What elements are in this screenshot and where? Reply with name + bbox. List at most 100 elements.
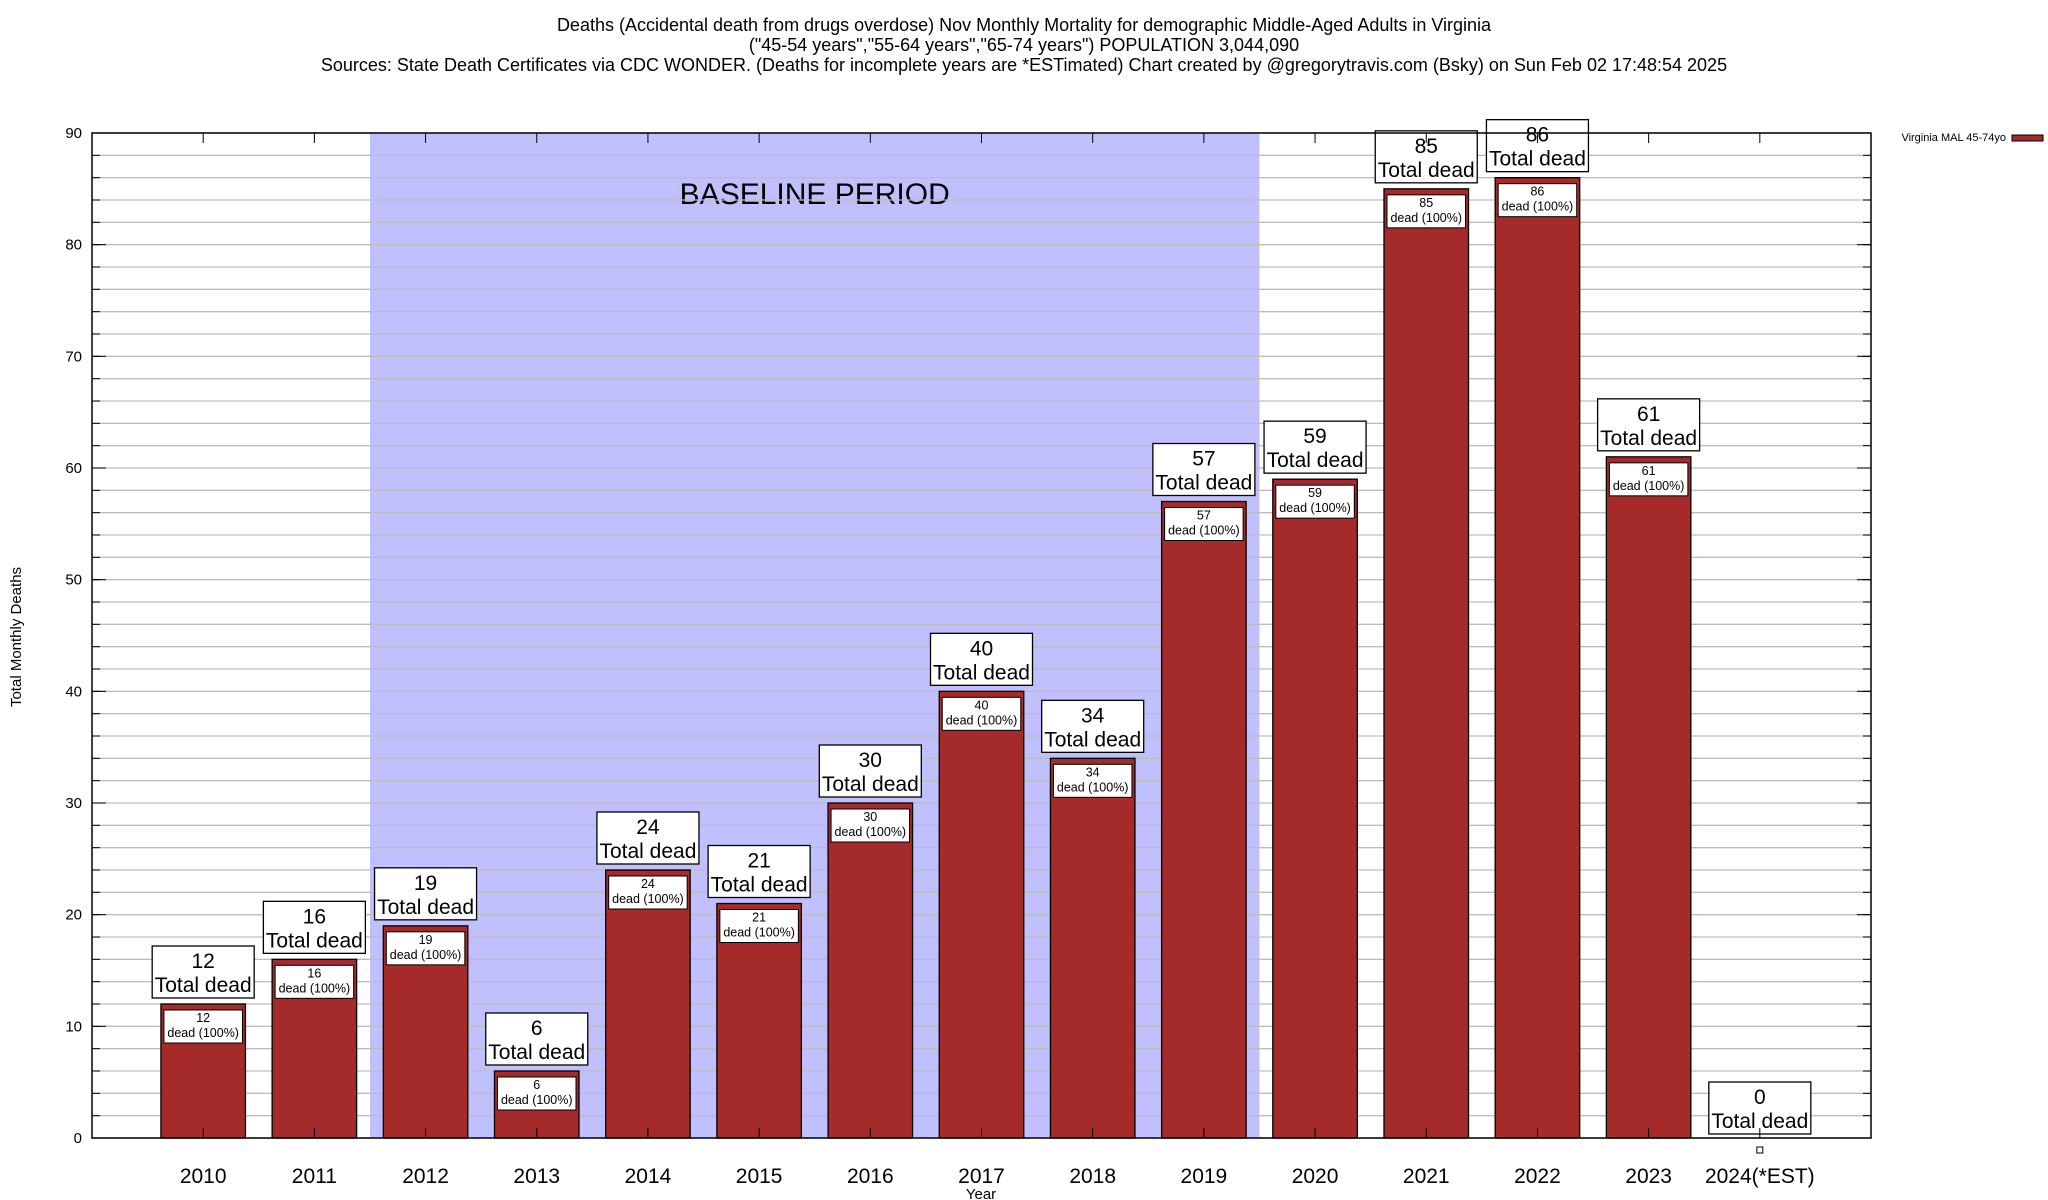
total-value: 59	[1303, 425, 1326, 448]
bar-inner-label-box	[1386, 194, 1467, 229]
total-value: 21	[747, 850, 770, 873]
y-tick-label: 70	[65, 348, 82, 365]
x-tick-label: 2019	[1181, 1165, 1228, 1188]
bar-inner-value: 61	[1642, 464, 1656, 478]
bar-inner-label: dead (100%)	[1168, 524, 1240, 538]
bar-inner-label: dead (100%)	[946, 713, 1018, 727]
total-value: 30	[859, 749, 882, 772]
bar-inner-label: dead (100%)	[167, 1026, 239, 1040]
bar	[938, 690, 1025, 1139]
bar	[1605, 456, 1692, 1139]
total-value: 6	[531, 1017, 543, 1040]
y-tick-label: 40	[65, 683, 82, 700]
bar-inner-value: 59	[1308, 486, 1322, 500]
baseline-period-label: BASELINE PERIOD	[680, 178, 950, 211]
title-line: Sources: State Death Certificates via CD…	[321, 55, 1727, 75]
total-label: Total dead	[1155, 472, 1252, 495]
x-tick-label: 2015	[736, 1165, 783, 1188]
x-tick-label: 2022	[1514, 1165, 1561, 1188]
bar-inner-value: 21	[752, 911, 766, 925]
bar-inner-label-box	[385, 931, 466, 966]
bar-inner-label-box	[496, 1076, 577, 1111]
bar-inner-label: dead (100%)	[1279, 501, 1351, 515]
legend-label: Virginia MAL 45-74yo	[1901, 132, 2006, 144]
total-label: Total dead	[1378, 159, 1475, 182]
x-tick-label: 2024(*EST)	[1705, 1165, 1815, 1188]
total-label-box	[1596, 398, 1701, 452]
total-label: Total dead	[1267, 449, 1364, 472]
total-label-box	[373, 867, 478, 921]
bar-inner-value: 24	[641, 877, 655, 891]
total-value: 34	[1081, 704, 1105, 727]
y-tick-label: 90	[65, 125, 82, 142]
bar-inner-label: dead (100%)	[1613, 479, 1685, 493]
bar-inner-label-box	[608, 875, 688, 910]
bar-inner-label: dead (100%)	[1502, 200, 1574, 214]
x-tick-label: 2016	[847, 1165, 894, 1188]
bar-inner-label: dead (100%)	[390, 948, 462, 962]
total-label-box	[1485, 119, 1590, 173]
total-label-box	[1152, 442, 1256, 497]
bar-inner-value: 57	[1197, 509, 1211, 523]
legend-swatch	[2011, 134, 2044, 142]
total-value: 0	[1754, 1086, 1766, 1109]
x-tick-label: 2012	[402, 1165, 449, 1188]
x-tick-label: 2014	[625, 1165, 672, 1188]
bar-inner-label-box	[1608, 462, 1689, 497]
total-label: Total dead	[1600, 427, 1697, 450]
legend: Virginia MAL 45-74yo	[1901, 132, 2044, 144]
bar-inner-label-box	[1052, 763, 1133, 798]
x-tick-label: 2020	[1292, 1165, 1339, 1188]
total-value: 19	[414, 872, 437, 895]
bar-inner-label-box	[274, 964, 355, 999]
bar-inner-label: dead (100%)	[612, 892, 684, 906]
bar-inner-label: dead (100%)	[1057, 780, 1129, 794]
x-tick-label: 2010	[180, 1165, 227, 1188]
total-label-box	[596, 811, 700, 865]
x-tick-label: 2013	[513, 1165, 560, 1188]
zero-bar-marker	[1756, 1146, 1764, 1154]
total-label: Total dead	[1489, 148, 1586, 171]
bar-inner-label: dead (100%)	[723, 926, 795, 940]
total-label-box	[929, 632, 1034, 686]
total-label: Total dead	[933, 661, 1030, 684]
bar-inner-value: 40	[975, 698, 989, 712]
bar	[1494, 177, 1581, 1139]
y-tick-label: 30	[65, 795, 82, 812]
total-label: Total dead	[266, 929, 363, 952]
bar	[1383, 188, 1470, 1139]
total-label: Total dead	[377, 896, 474, 919]
bar-inner-label-box	[830, 808, 911, 843]
baseline-period-region: BASELINE PERIOD	[369, 133, 1260, 1138]
y-tick-label: 10	[65, 1018, 82, 1035]
bar	[605, 869, 691, 1139]
bar-inner-value: 6	[533, 1078, 540, 1092]
y-tick-label: 50	[65, 572, 82, 589]
total-value: 12	[192, 950, 215, 973]
title-line: Deaths (Accidental death from drugs over…	[557, 15, 1492, 35]
bar-inner-label-box	[941, 696, 1022, 731]
bar-inner-label: dead (100%)	[835, 825, 907, 839]
bar-inner-value: 12	[196, 1011, 210, 1025]
bar	[1160, 500, 1247, 1139]
total-label-box	[1041, 699, 1145, 753]
y-axis-label: Total Monthly Deaths	[8, 567, 25, 707]
total-value: 57	[1192, 448, 1215, 471]
total-label-box	[151, 945, 255, 999]
title-line: ("45-54 years","55-64 years","65-74 year…	[749, 35, 1299, 55]
y-tick-label: 0	[74, 1130, 82, 1147]
total-label-box	[818, 744, 922, 798]
bar-inner-label-box	[1164, 507, 1244, 541]
total-value: 16	[303, 905, 326, 928]
total-label-box	[485, 1012, 589, 1066]
total-value: 61	[1637, 403, 1660, 426]
total-label-box	[707, 844, 811, 899]
bar-inner-label-box	[1497, 183, 1578, 218]
bar	[827, 802, 914, 1139]
bar-inner-label-box	[719, 909, 799, 943]
bar-inner-value: 30	[863, 810, 877, 824]
total-label-box	[1374, 130, 1478, 184]
chart-title: Deaths (Accidental death from drugs over…	[321, 15, 1727, 75]
